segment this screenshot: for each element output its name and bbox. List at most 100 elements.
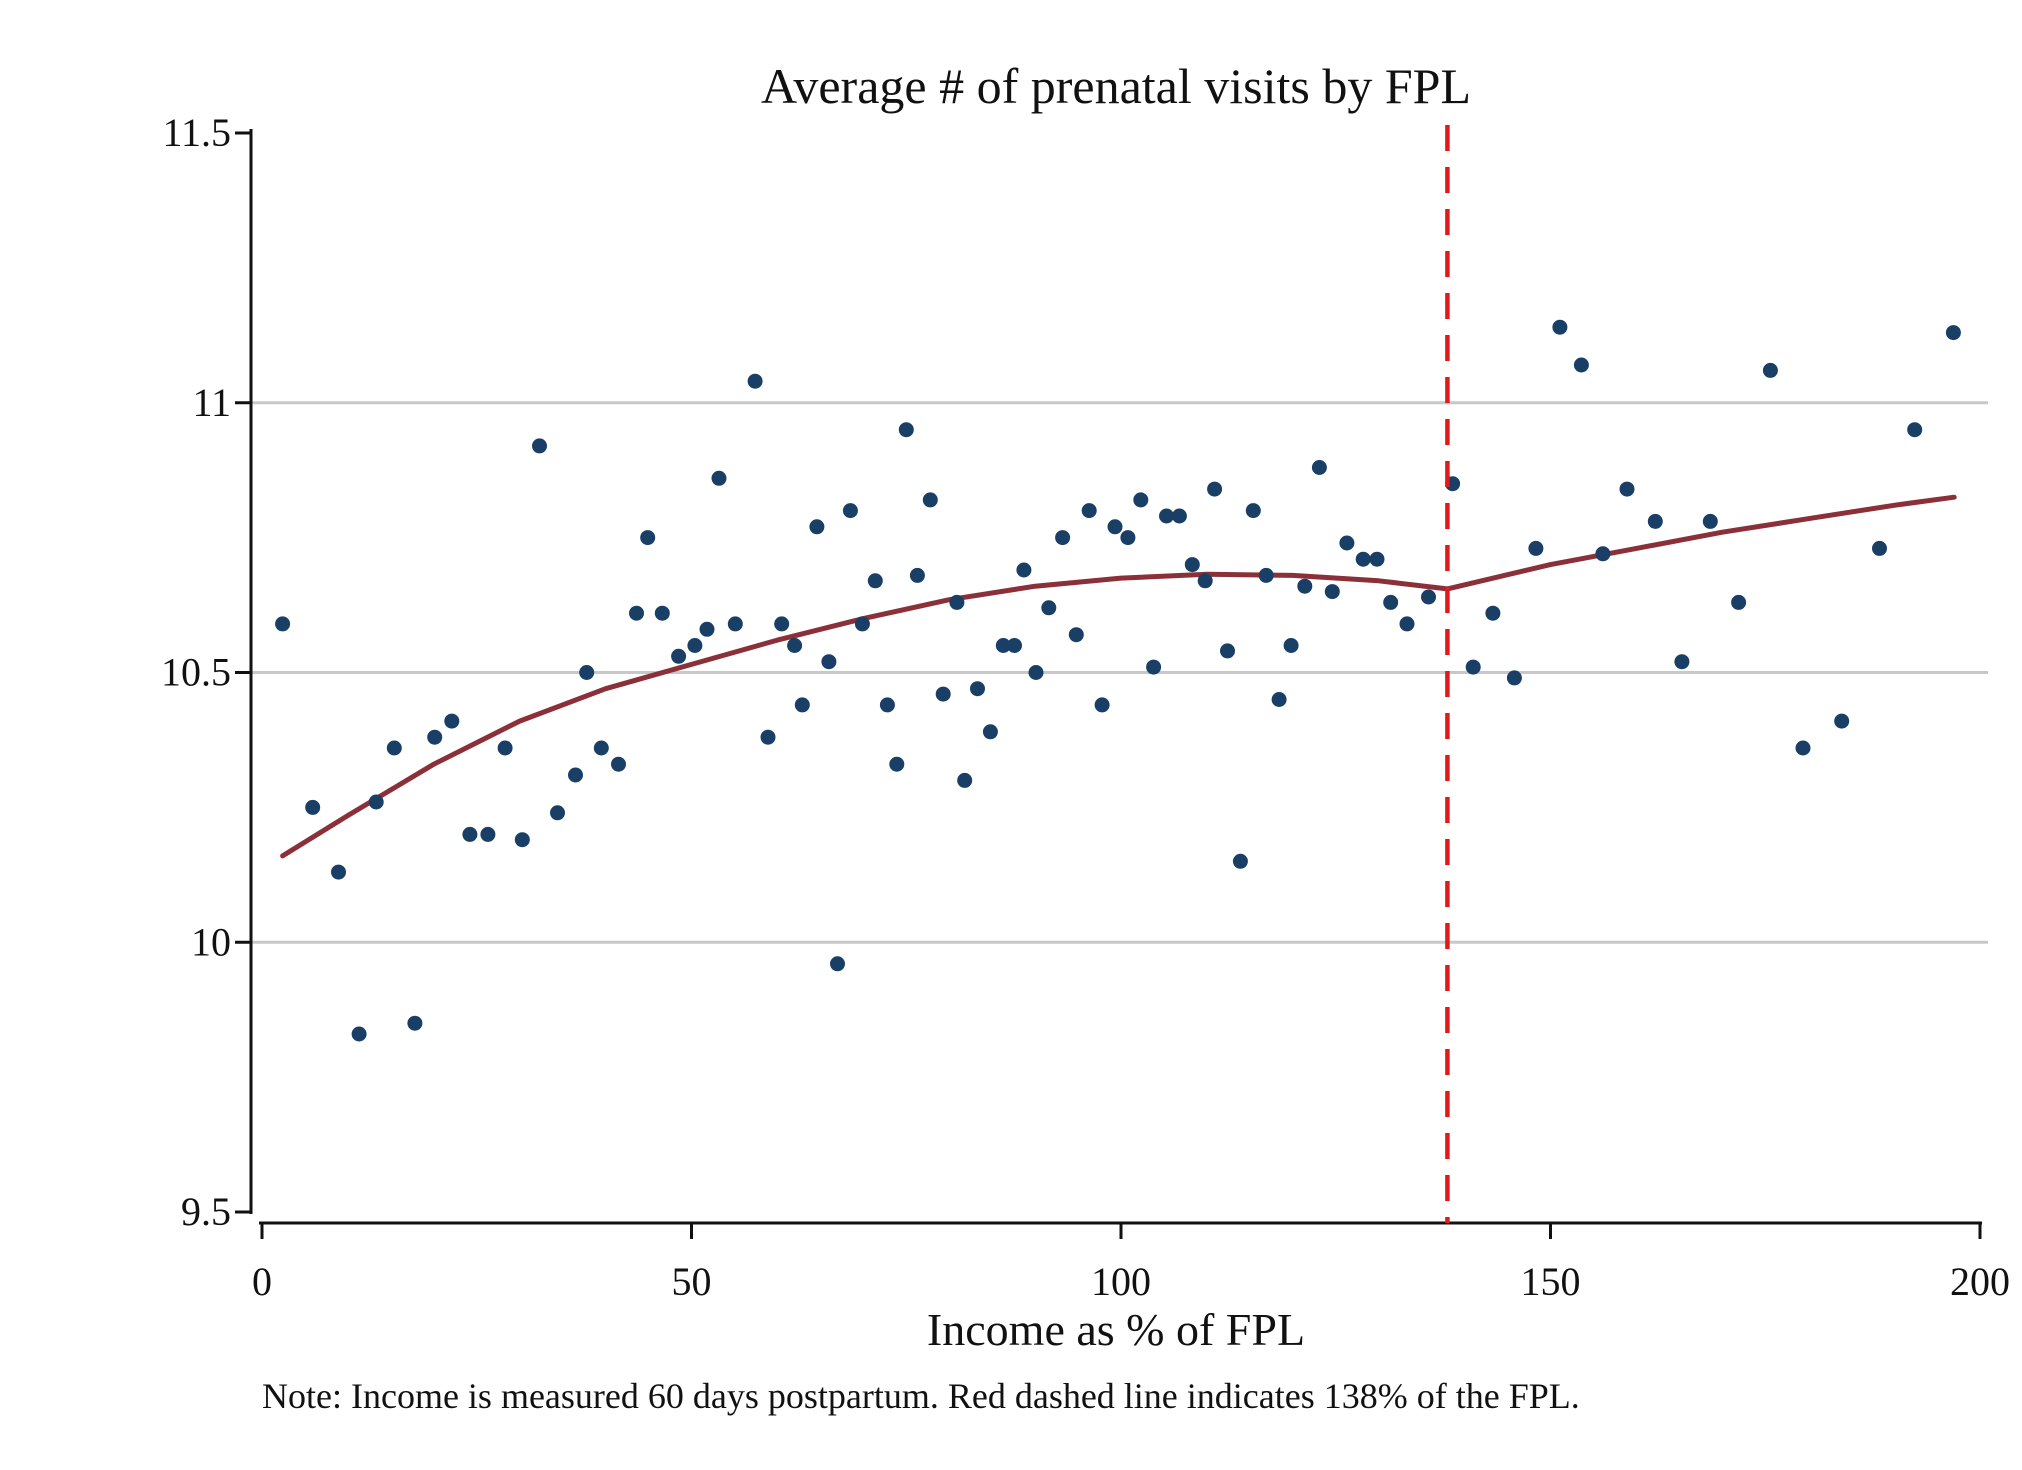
data-point-19	[629, 605, 644, 621]
data-point-0	[275, 616, 291, 632]
data-point-5	[386, 740, 402, 756]
data-point-93	[1731, 594, 1747, 610]
data-point-24	[699, 621, 715, 637]
data-point-75	[1339, 535, 1355, 551]
y-tick-label-2: 10.5	[161, 650, 231, 695]
data-point-41	[909, 567, 925, 583]
x-tick-label-4: 200	[1950, 1259, 2010, 1304]
data-point-2	[331, 864, 346, 880]
data-point-37	[867, 573, 883, 589]
x-tick-label-0: 0	[252, 1259, 272, 1304]
data-point-7	[427, 729, 443, 745]
data-point-35	[842, 503, 858, 519]
data-point-13	[532, 438, 547, 454]
x-tick-label-1: 50	[672, 1259, 712, 1304]
data-point-30	[787, 638, 803, 653]
data-point-10	[480, 826, 496, 842]
data-point-27	[747, 373, 763, 389]
data-point-74	[1324, 584, 1340, 600]
data-point-95	[1795, 740, 1811, 756]
data-point-50	[1016, 562, 1032, 578]
data-point-1	[305, 799, 321, 815]
data-point-53	[1055, 530, 1071, 546]
x-tick-label-3: 150	[1521, 1259, 1581, 1304]
data-point-55	[1081, 503, 1097, 519]
x-axis-title: Income as % of FPL	[927, 1304, 1305, 1355]
data-point-97	[1872, 540, 1887, 556]
data-point-91	[1674, 654, 1690, 670]
data-point-46	[970, 681, 985, 697]
data-point-40	[898, 422, 914, 438]
data-point-29	[774, 616, 790, 632]
data-point-83	[1485, 605, 1501, 621]
data-point-63	[1184, 557, 1200, 573]
y-tick-label-3: 11	[192, 380, 231, 425]
data-point-65	[1207, 481, 1223, 497]
data-point-17	[593, 740, 609, 756]
data-point-25	[711, 470, 727, 486]
data-point-60	[1146, 659, 1162, 675]
gridlines	[251, 401, 1988, 944]
data-point-4	[368, 794, 384, 810]
data-point-88	[1595, 546, 1611, 562]
data-point-16	[579, 665, 595, 680]
data-point-52	[1041, 600, 1057, 616]
data-point-22	[671, 648, 687, 664]
data-point-76	[1355, 551, 1371, 567]
data-point-8	[444, 713, 460, 729]
data-point-62	[1171, 508, 1187, 524]
data-point-80	[1421, 589, 1436, 605]
data-point-85	[1528, 540, 1544, 556]
data-point-26	[727, 616, 743, 632]
chart-note: Note: Income is measured 60 days postpar…	[262, 1376, 1580, 1416]
data-point-21	[654, 605, 670, 621]
data-point-73	[1311, 460, 1327, 475]
data-point-54	[1068, 627, 1084, 643]
data-point-57	[1107, 519, 1123, 535]
data-point-90	[1647, 513, 1663, 529]
data-point-92	[1702, 513, 1718, 529]
scatter-points	[275, 319, 1961, 1042]
data-point-14	[550, 805, 565, 821]
chart-title: Average # of prenatal visits by FPL	[761, 58, 1471, 114]
data-point-56	[1094, 697, 1110, 713]
y-tick-label-4: 11.5	[162, 110, 231, 155]
data-point-58	[1120, 530, 1136, 546]
data-point-20	[640, 530, 656, 546]
data-point-87	[1573, 357, 1589, 373]
data-point-34	[830, 956, 845, 972]
data-point-31	[794, 697, 810, 713]
data-point-69	[1258, 567, 1274, 583]
data-point-79	[1399, 616, 1415, 632]
data-point-3	[351, 1026, 367, 1042]
data-point-28	[760, 729, 776, 745]
data-point-64	[1197, 573, 1213, 589]
y-tick-label-0: 9.5	[181, 1189, 231, 1234]
data-point-77	[1369, 551, 1385, 567]
data-point-48	[995, 638, 1011, 653]
data-point-47	[982, 724, 998, 740]
data-point-59	[1133, 492, 1149, 508]
data-point-44	[949, 594, 965, 610]
data-point-98	[1907, 422, 1923, 438]
data-point-96	[1834, 713, 1850, 729]
data-point-23	[687, 638, 703, 653]
data-point-51	[1028, 665, 1044, 680]
data-point-33	[821, 654, 837, 670]
data-point-70	[1271, 692, 1287, 707]
data-point-49	[1007, 638, 1022, 653]
data-point-61	[1159, 508, 1174, 524]
data-point-45	[957, 772, 973, 788]
data-point-12	[514, 832, 530, 848]
data-point-39	[889, 756, 905, 772]
data-point-6	[407, 1015, 423, 1031]
data-point-42	[922, 492, 938, 508]
data-point-68	[1245, 503, 1261, 519]
data-point-18	[611, 756, 626, 772]
data-point-94	[1762, 362, 1778, 378]
data-point-11	[497, 740, 513, 756]
axes: 9.5 10 10.5 11 11.5 0 50 100 150 200	[161, 110, 2010, 1304]
data-point-67	[1232, 853, 1248, 869]
data-point-15	[568, 767, 583, 783]
